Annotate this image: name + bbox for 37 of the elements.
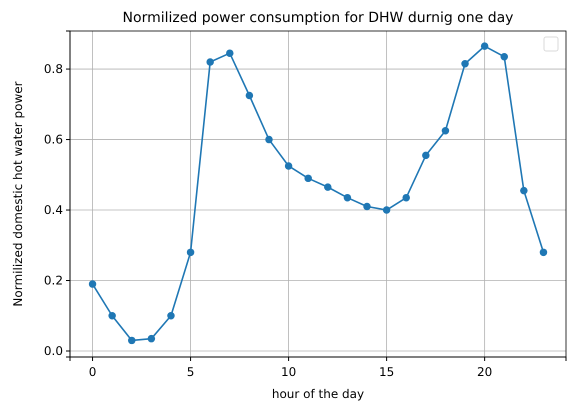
y-tick-label: 0.8 (44, 62, 63, 76)
point (265, 136, 273, 144)
point (344, 194, 352, 202)
chart-title: Normilized power consumption for DHW durnig one day (122, 10, 514, 26)
point (480, 42, 488, 50)
point (186, 248, 194, 256)
x-tick-label: 10 (280, 365, 296, 379)
point (540, 248, 548, 256)
point (442, 127, 450, 134)
point (246, 92, 254, 100)
point (304, 174, 312, 182)
y-tick-label: 0.0 (44, 344, 63, 358)
point (226, 49, 234, 57)
x-tick-label: 0 (88, 365, 96, 379)
x-tick-label: 5 (186, 365, 194, 379)
point (461, 60, 469, 68)
point (108, 312, 116, 320)
y-tick-label: 0.6 (44, 132, 63, 146)
point (148, 334, 156, 342)
point (500, 52, 508, 60)
point (88, 280, 96, 288)
x-axis-title: hour of the day (272, 387, 364, 401)
point (284, 162, 292, 170)
x-tick-label: 15 (378, 365, 394, 379)
y-tick-label: 0.4 (44, 202, 63, 217)
y-tick-label: 0.2 (44, 273, 63, 288)
y-axis-title: Normilized domestic hot water power (11, 81, 25, 307)
x-tick-label: 20 (477, 365, 492, 379)
point (520, 186, 528, 194)
point (128, 336, 136, 344)
point (422, 152, 430, 160)
point (167, 312, 175, 320)
point (324, 183, 332, 191)
point (206, 58, 214, 66)
point (382, 206, 390, 214)
point (363, 202, 371, 210)
point (402, 194, 410, 202)
